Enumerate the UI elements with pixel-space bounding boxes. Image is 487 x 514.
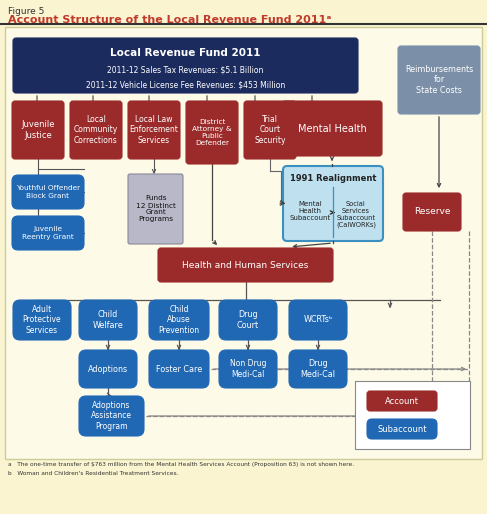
FancyBboxPatch shape — [244, 101, 296, 159]
FancyBboxPatch shape — [12, 101, 64, 159]
FancyBboxPatch shape — [289, 300, 347, 340]
FancyBboxPatch shape — [367, 391, 437, 411]
Text: WCRTsᵇ: WCRTsᵇ — [303, 316, 333, 324]
FancyBboxPatch shape — [367, 419, 437, 439]
FancyBboxPatch shape — [12, 216, 84, 250]
FancyBboxPatch shape — [5, 27, 482, 459]
FancyBboxPatch shape — [128, 101, 180, 159]
Text: Local Revenue Fund 2011: Local Revenue Fund 2011 — [110, 48, 261, 59]
FancyBboxPatch shape — [355, 381, 470, 449]
Text: 1991 Realignment: 1991 Realignment — [290, 174, 376, 183]
Text: a   The one-time transfer of $763 million from the Mental Health Services Accoun: a The one-time transfer of $763 million … — [8, 462, 354, 467]
FancyBboxPatch shape — [70, 101, 122, 159]
Text: Funds
12 Distinct
Grant
Programs: Funds 12 Distinct Grant Programs — [135, 195, 175, 223]
FancyBboxPatch shape — [79, 350, 137, 388]
FancyBboxPatch shape — [219, 300, 277, 340]
FancyBboxPatch shape — [149, 350, 209, 388]
FancyBboxPatch shape — [282, 101, 382, 156]
Text: Mental
Health
Subaccount: Mental Health Subaccount — [289, 201, 331, 221]
Text: Juvenile
Justice: Juvenile Justice — [21, 120, 55, 140]
Text: Account: Account — [385, 396, 419, 406]
Text: Non Drug
Medi-Cal: Non Drug Medi-Cal — [230, 359, 266, 379]
Text: Adoptions
Assistance
Program: Adoptions Assistance Program — [91, 401, 132, 431]
Text: Subaccount: Subaccount — [377, 425, 427, 433]
FancyBboxPatch shape — [289, 350, 347, 388]
Text: Mental Health: Mental Health — [298, 123, 366, 134]
Text: Health and Human Services: Health and Human Services — [182, 261, 309, 269]
Text: Trial
Court
Security: Trial Court Security — [254, 115, 286, 145]
FancyBboxPatch shape — [403, 193, 461, 231]
FancyBboxPatch shape — [219, 350, 277, 388]
Text: Juvenile
Reentry Grant: Juvenile Reentry Grant — [22, 227, 74, 240]
Text: Local
Community
Corrections: Local Community Corrections — [74, 115, 118, 145]
FancyBboxPatch shape — [13, 38, 358, 93]
FancyBboxPatch shape — [79, 396, 144, 436]
FancyBboxPatch shape — [13, 300, 71, 340]
Text: Social
Services
Subaccount
(CalWORKs): Social Services Subaccount (CalWORKs) — [336, 201, 376, 229]
Text: Foster Care: Foster Care — [156, 364, 202, 374]
Text: Child
Abuse
Prevention: Child Abuse Prevention — [158, 305, 200, 335]
Text: Drug
Medi-Cal: Drug Medi-Cal — [300, 359, 336, 379]
FancyBboxPatch shape — [79, 300, 137, 340]
Text: Account Structure of the Local Revenue Fund 2011ᵃ: Account Structure of the Local Revenue F… — [8, 15, 331, 25]
FancyBboxPatch shape — [128, 174, 183, 244]
Text: Youthful Offender
Block Grant: Youthful Offender Block Grant — [16, 186, 80, 198]
Text: Child
Welfare: Child Welfare — [93, 310, 123, 329]
Text: b   Woman and Children's Residential Treatment Services.: b Woman and Children's Residential Treat… — [8, 471, 179, 476]
FancyBboxPatch shape — [186, 101, 238, 164]
Text: Adoptions: Adoptions — [88, 364, 128, 374]
Text: 2011-12 Vehicle License Fee Revenues: $453 Million: 2011-12 Vehicle License Fee Revenues: $4… — [86, 80, 285, 89]
FancyBboxPatch shape — [283, 166, 383, 241]
Text: Adult
Protective
Services: Adult Protective Services — [23, 305, 61, 335]
Text: Drug
Court: Drug Court — [237, 310, 259, 329]
FancyBboxPatch shape — [12, 175, 84, 209]
Text: Local Law
Enforcement
Services: Local Law Enforcement Services — [130, 115, 178, 145]
Text: Figure 5: Figure 5 — [8, 7, 44, 16]
Text: 2011-12 Sales Tax Revenues: $5.1 Billion: 2011-12 Sales Tax Revenues: $5.1 Billion — [107, 65, 263, 75]
FancyBboxPatch shape — [149, 300, 209, 340]
FancyBboxPatch shape — [398, 46, 480, 114]
Text: Reimbursements
for
State Costs: Reimbursements for State Costs — [405, 65, 473, 95]
Text: Reserve: Reserve — [414, 208, 450, 216]
FancyBboxPatch shape — [158, 248, 333, 282]
Text: District
Attorney &
Public
Defender: District Attorney & Public Defender — [192, 119, 232, 146]
